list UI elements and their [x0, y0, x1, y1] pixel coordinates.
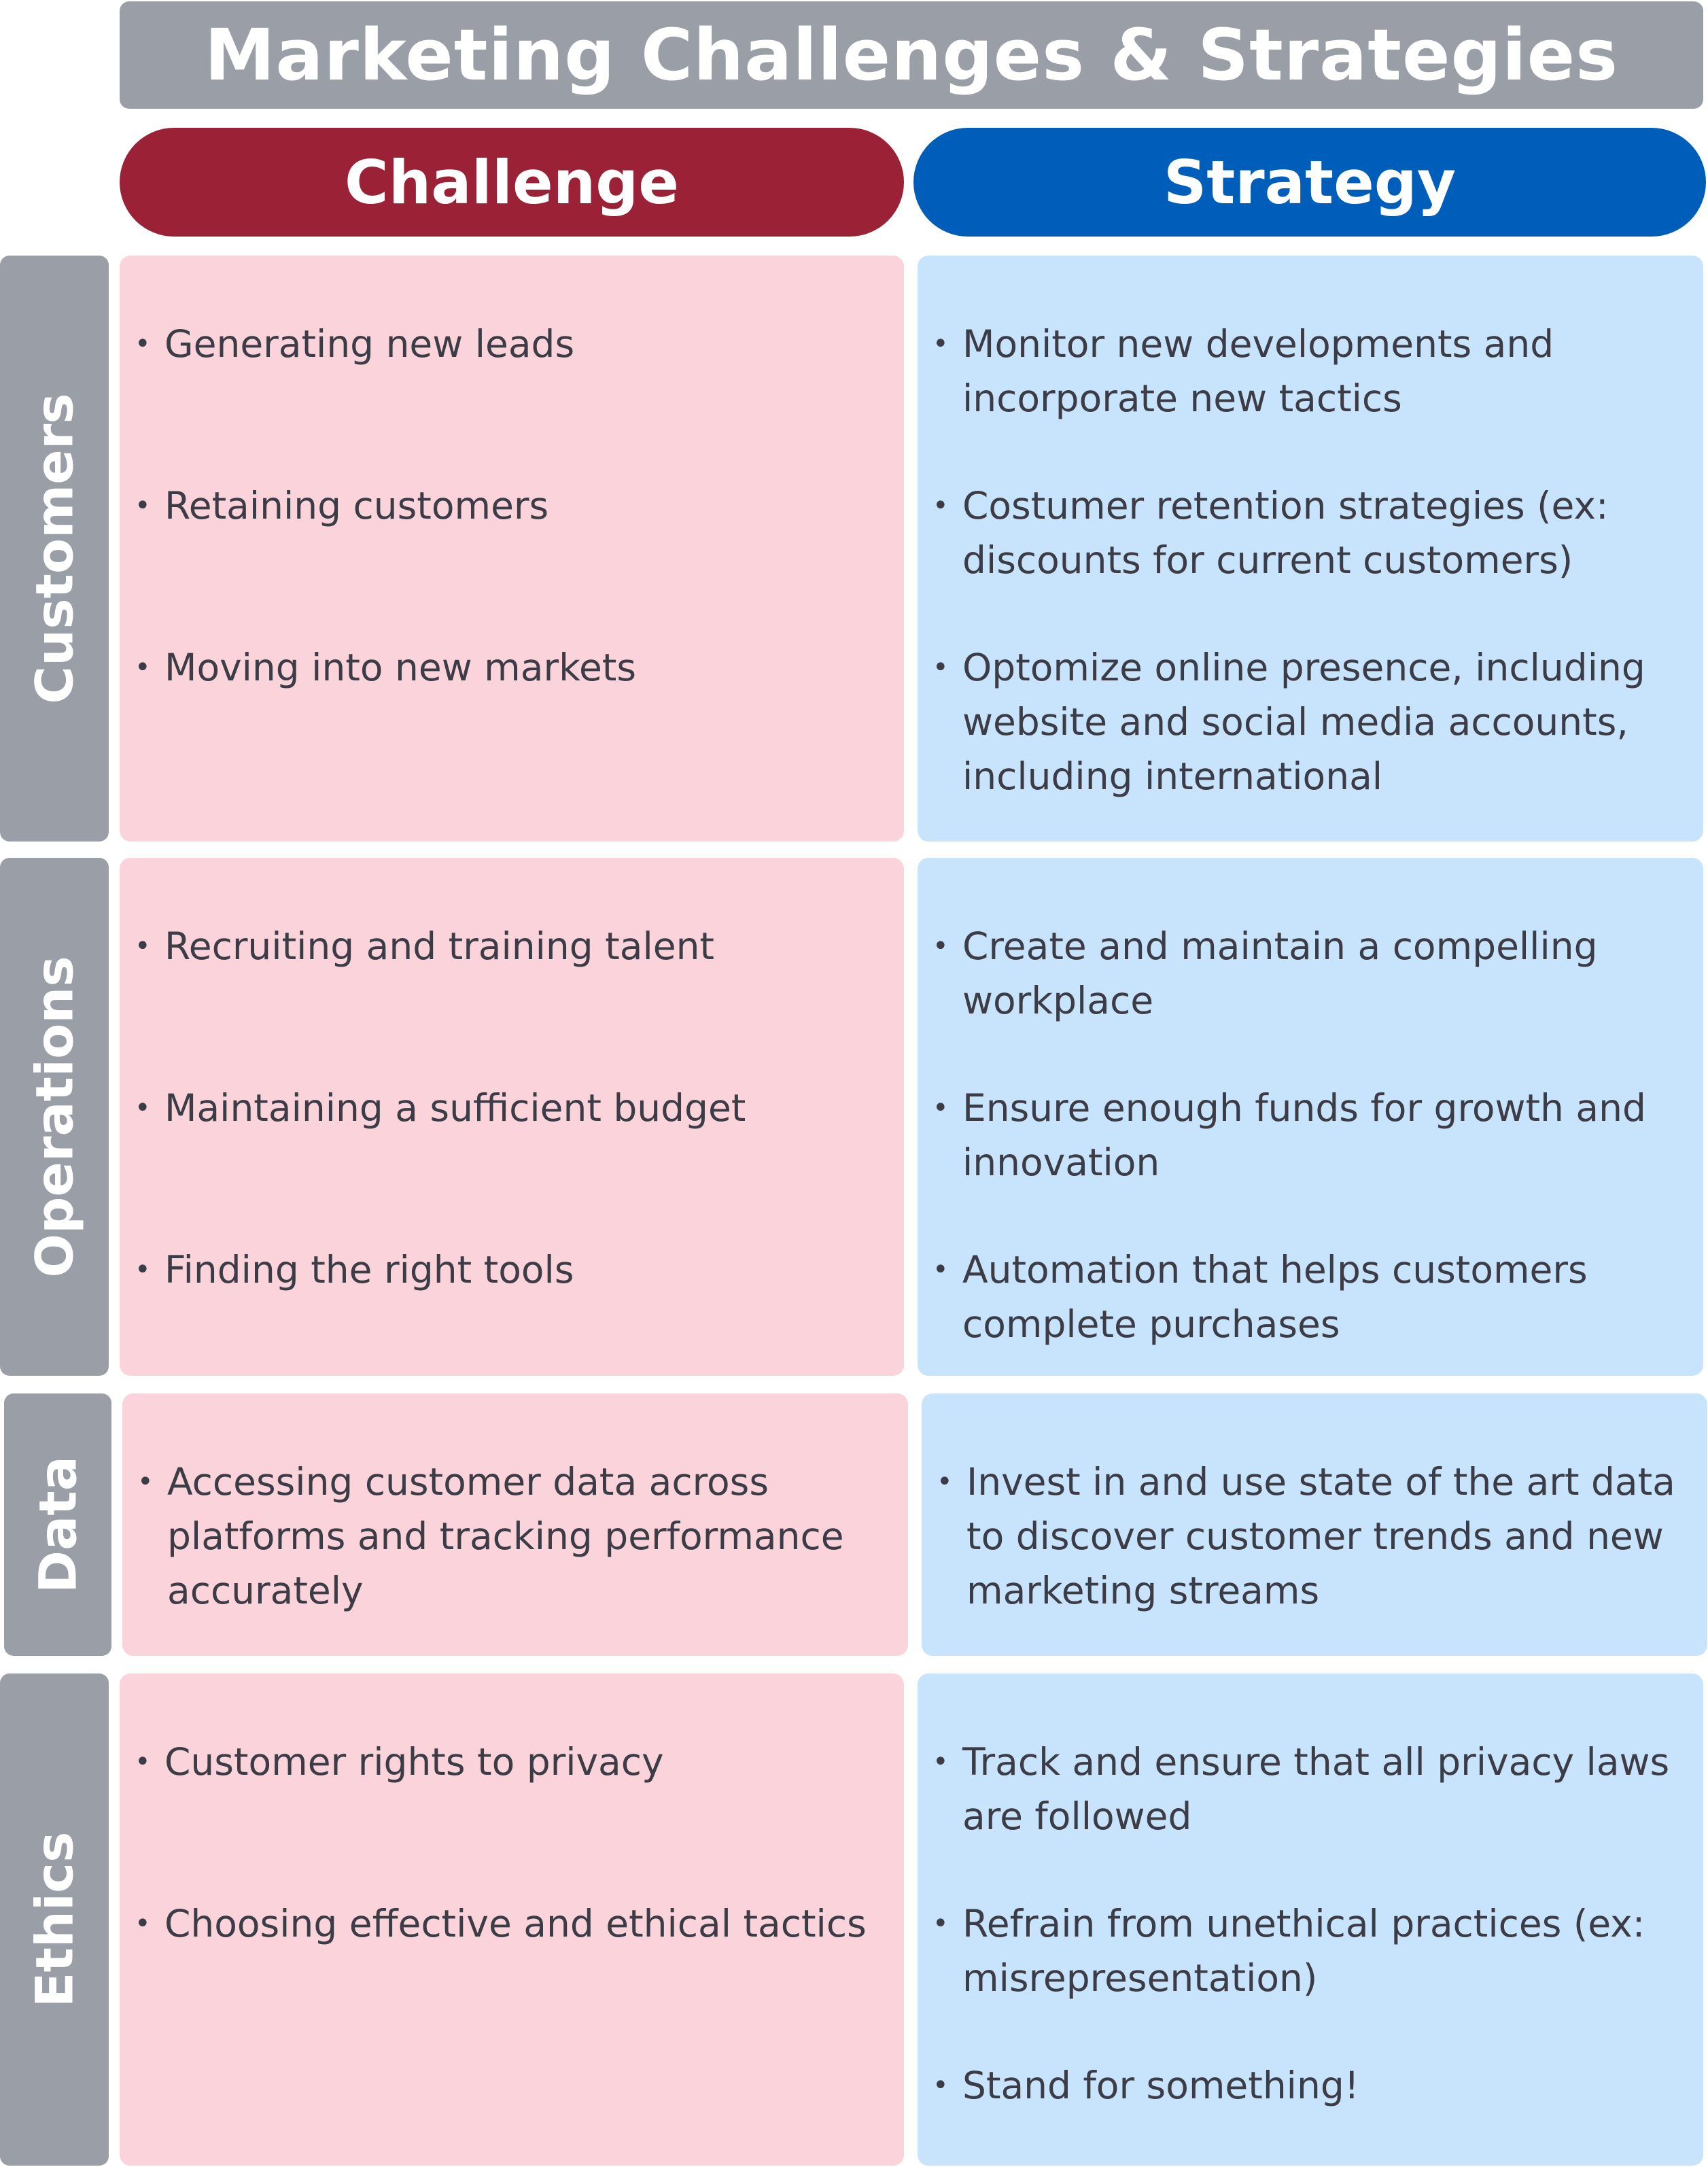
strategy-list: • Create and maintain a compelling workpl… [933, 919, 1683, 1351]
list-item-text: Costumer retention strategies (ex: disco… [962, 484, 1609, 582]
ethics-challenge-cell: • Customer rights to privacy • Choosing ef… [120, 1674, 904, 2166]
strategy-list: • Track and ensure that all privacy laws … [933, 1735, 1683, 2113]
customers-challenge-cell: • Generating new leads • Retaining custome… [120, 256, 904, 842]
list-item: • Choosing effective and ethical tactics [135, 1902, 867, 1945]
list-item: • Finding the right tools [135, 1248, 574, 1291]
list-item: • Monitor new developments and incorporat… [933, 322, 1554, 420]
list-item-text: Moving into new markets [164, 646, 637, 689]
list-item-text: Generating new leads [164, 322, 575, 366]
list-item-text: Maintaining a sufficient budget [164, 1086, 746, 1130]
ethics-strategy-cell: • Track and ensure that all privacy laws … [918, 1674, 1703, 2166]
list-item: • Maintaining a sufficient budget [135, 1086, 746, 1130]
list-item-text: Track and ensure that all privacy laws a… [962, 1740, 1670, 1838]
list-item-text: Invest in and use state of the art data … [966, 1460, 1675, 1612]
challenge-list: • Customer rights to privacy • Choosing ef… [135, 1735, 884, 1951]
list-item-text: Recruiting and training talent [164, 924, 714, 968]
list-item: • Refrain from unethical practices (ex: m… [933, 1902, 1645, 2000]
row-label-customers: Customers [0, 256, 109, 842]
challenge-list: • Accessing customer data across platform… [137, 1455, 888, 1618]
list-item: • Customer rights to privacy [135, 1740, 664, 1784]
strategy-list: • Invest in and use state of the art data… [937, 1455, 1687, 1618]
challenge-list: • Recruiting and training talent • Maintai… [135, 919, 884, 1297]
operations-strategy-cell: • Create and maintain a compelling workpl… [918, 858, 1703, 1376]
list-item-text: Ensure enough funds for growth and innov… [962, 1086, 1646, 1184]
strategy-list: • Monitor new developments and incorporat… [933, 317, 1683, 803]
list-item: • Invest in and use state of the art data… [937, 1460, 1675, 1612]
list-item-text: Refrain from unethical practices (ex: mi… [962, 1902, 1645, 2000]
customers-strategy-cell: • Monitor new developments and incorporat… [918, 256, 1703, 842]
challenge-column-header: Challenge [120, 128, 904, 237]
data-strategy-cell: • Invest in and use state of the art data… [922, 1393, 1707, 1656]
list-item: • Retaining customers [135, 484, 549, 527]
data-challenge-cell: • Accessing customer data across platform… [122, 1393, 908, 1656]
list-item-text: Automation that helps customers complete… [962, 1248, 1588, 1346]
list-item-text: Accessing customer data across platforms… [167, 1460, 844, 1612]
list-item: • Optomize online presence, including web… [933, 646, 1645, 798]
strategy-column-header: Strategy [913, 128, 1706, 237]
page-title: Marketing Challenges & Strategies [120, 1, 1703, 109]
operations-challenge-cell: • Recruiting and training talent • Maintai… [120, 858, 904, 1376]
row-label-text: Operations [24, 956, 85, 1278]
list-item-text: Optomize online presence, including webs… [962, 646, 1645, 798]
list-item-text: Retaining customers [164, 484, 549, 527]
list-item: • Costumer retention strategies (ex: disc… [933, 484, 1609, 582]
list-item-text: Stand for something! [962, 2064, 1359, 2107]
row-label-ethics: Ethics [0, 1674, 109, 2166]
list-item: • Recruiting and training talent [135, 924, 714, 968]
list-item-text: Customer rights to privacy [164, 1740, 664, 1784]
list-item-text: Finding the right tools [164, 1248, 574, 1291]
list-item: • Track and ensure that all privacy laws … [933, 1740, 1670, 1838]
list-item: • Moving into new markets [135, 646, 637, 689]
list-item: • Ensure enough funds for growth and inno… [933, 1086, 1646, 1184]
challenge-list: • Generating new leads • Retaining custome… [135, 317, 884, 695]
row-label-text: Ethics [24, 1831, 85, 2008]
list-item: • Create and maintain a compelling workpl… [933, 924, 1598, 1022]
row-label-data: Data [4, 1393, 111, 1656]
list-item: • Automation that helps customers complet… [933, 1248, 1588, 1346]
list-item: • Stand for something! [933, 2064, 1359, 2107]
list-item: • Accessing customer data across platform… [137, 1460, 844, 1612]
list-item: • Generating new leads [135, 322, 575, 366]
row-label-text: Data [27, 1456, 88, 1593]
row-label-text: Customers [24, 393, 85, 704]
row-label-operations: Operations [0, 858, 109, 1376]
list-item-text: Create and maintain a compelling workpla… [962, 924, 1598, 1022]
list-item-text: Monitor new developments and incorporate… [962, 322, 1554, 420]
list-item-text: Choosing effective and ethical tactics [164, 1902, 867, 1945]
